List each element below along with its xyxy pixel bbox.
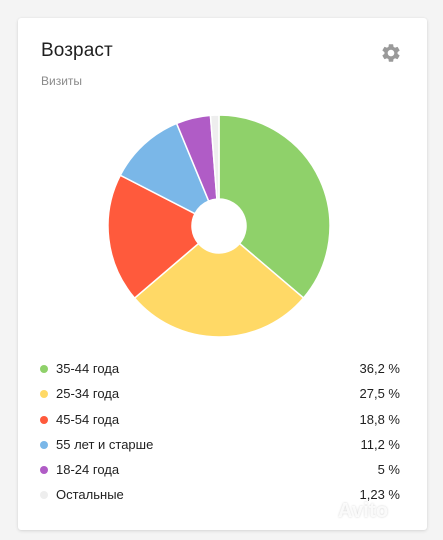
legend-item[interactable]: 35-44 года 36,2 % xyxy=(38,356,406,381)
pie-slice-2[interactable] xyxy=(107,174,200,300)
legend-item[interactable]: 25-34 года 27,5 % xyxy=(38,381,406,406)
legend-dot-4 xyxy=(40,466,48,475)
legend-item[interactable]: 45-54 года 18,8 % xyxy=(38,407,406,432)
legend-label-5: Остальные xyxy=(56,487,124,503)
legend-item[interactable]: 18-24 года 5 % xyxy=(38,457,406,482)
settings-button[interactable] xyxy=(380,42,402,64)
legend-dot-5 xyxy=(40,491,48,500)
pie-slice-1[interactable] xyxy=(133,242,305,338)
widget-subtitle: Визиты xyxy=(41,74,83,88)
legend-label-1: 25-34 года xyxy=(56,386,120,402)
legend-dot-3 xyxy=(40,440,48,449)
legend-value-4: 5 % xyxy=(377,462,400,478)
age-donut-chart xyxy=(104,111,334,341)
legend-label-0: 35-44 года xyxy=(56,361,120,376)
legend-dot-2 xyxy=(40,415,48,424)
pie-slice-5[interactable] xyxy=(209,114,220,200)
gear-icon xyxy=(382,44,400,62)
legend-value-2: 18,8 % xyxy=(359,411,400,427)
legend-value-3: 11,2 % xyxy=(360,436,400,452)
legend-value-1: 27,5 % xyxy=(359,386,400,402)
watermark-text: Avito xyxy=(338,500,389,522)
widget-title: Возраст xyxy=(41,40,113,61)
legend-label-3: 55 лет и старше xyxy=(56,436,154,452)
chart-legend: 35-44 года 36,2 % 25-34 года 27,5 % 45-54 го… xyxy=(38,356,406,508)
legend-value-0: 36,2 % xyxy=(359,361,400,376)
legend-item[interactable]: 55 лет и старше 11,2 % xyxy=(38,432,406,457)
legend-dot-1 xyxy=(40,390,48,399)
age-widget: Возраст Визиты 35-44 года 36,2 % 25-34 год… xyxy=(18,18,427,530)
legend-label-2: 45-54 года xyxy=(56,411,120,427)
legend-item[interactable]: Остальные 1,23 % xyxy=(38,482,406,507)
legend-dot-0 xyxy=(40,365,48,373)
legend-label-4: 18-24 года xyxy=(56,462,120,478)
legend-value-5: 1,23 % xyxy=(359,487,400,503)
pie-slice-0[interactable] xyxy=(218,114,331,300)
donut-svg xyxy=(107,114,331,338)
